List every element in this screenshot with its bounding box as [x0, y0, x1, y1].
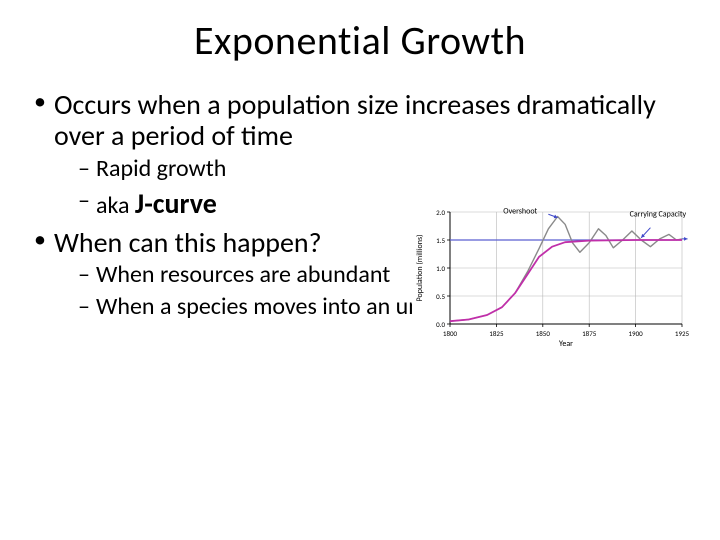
svg-text:1.5: 1.5: [436, 236, 445, 245]
svg-text:1800: 1800: [443, 329, 458, 338]
svg-text:1900: 1900: [628, 329, 643, 338]
svg-text:Carrying Capacity: Carrying Capacity: [630, 209, 687, 219]
bullet-1b-bold: J-curve: [135, 186, 217, 221]
population-chart: 0.0 0.5 1.0 1.5 2.0 1800 1825 1850 1875 1900 1925 Y…: [412, 198, 692, 350]
svg-text:0.0: 0.0: [436, 320, 445, 329]
svg-text:0.5: 0.5: [436, 292, 445, 301]
bullet-1a: Rapid growth: [78, 154, 686, 184]
svg-text:1825: 1825: [489, 329, 504, 338]
svg-text:Year: Year: [559, 339, 573, 349]
bullet-1b-prefix: aka: [96, 191, 135, 220]
bullet-2-text: When can this happen?: [54, 225, 322, 260]
svg-text:2.0: 2.0: [436, 208, 445, 217]
svg-text:Population (millions): Population (millions): [415, 234, 425, 301]
svg-text:Overshoot: Overshoot: [503, 207, 537, 217]
bullet-1-text: Occurs when a population size increases …: [54, 87, 656, 153]
slide-title: Exponential Growth: [34, 16, 686, 65]
svg-text:1850: 1850: [536, 329, 551, 338]
svg-text:1925: 1925: [675, 329, 690, 338]
svg-text:1.0: 1.0: [436, 264, 445, 273]
svg-text:1875: 1875: [582, 329, 597, 338]
